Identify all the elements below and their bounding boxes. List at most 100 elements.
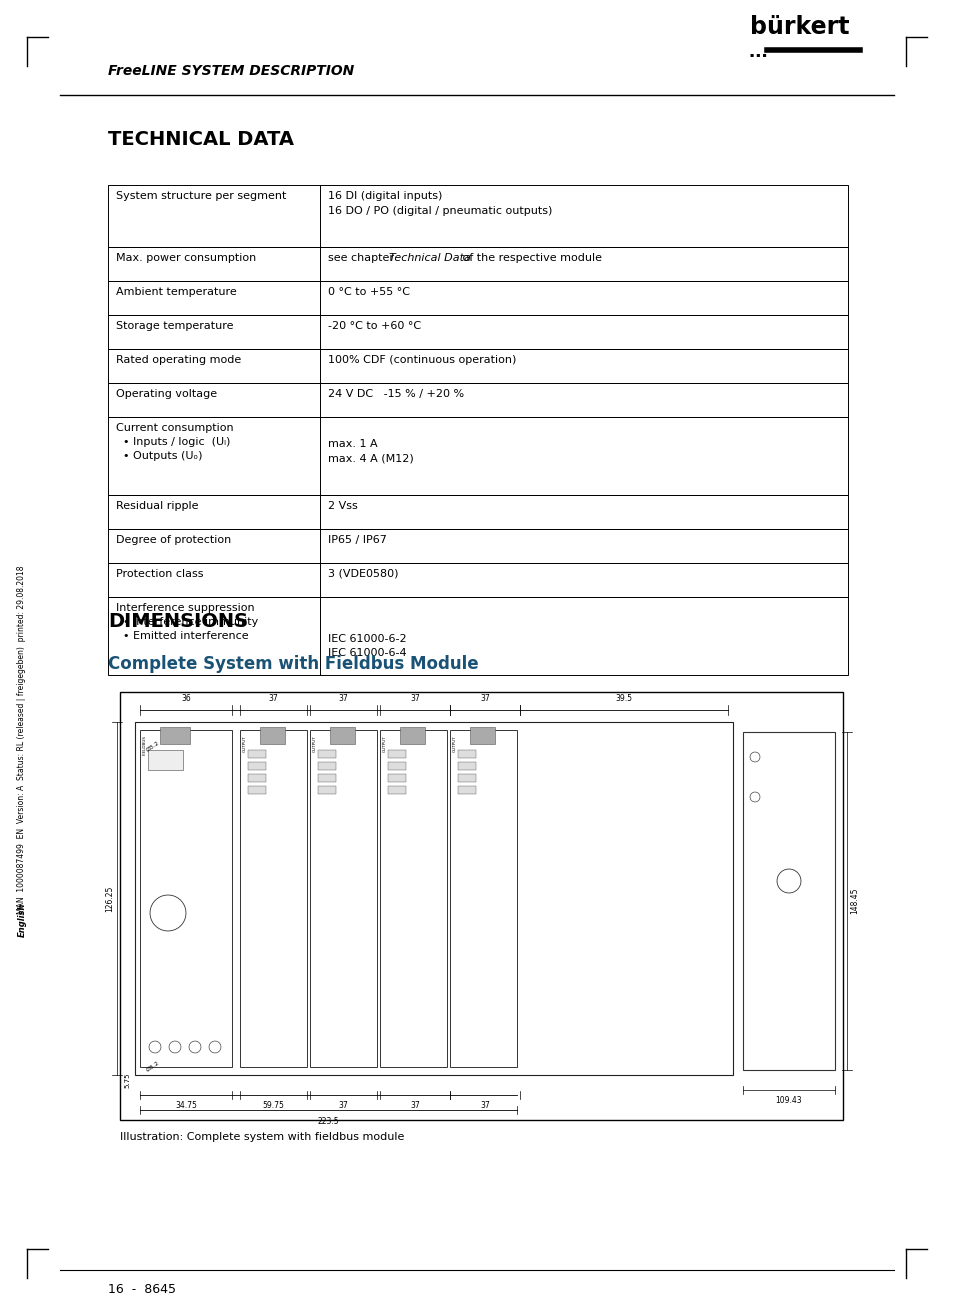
- Bar: [388, 761, 406, 771]
- Bar: [470, 727, 495, 744]
- Text: 0 °C to +55 °C: 0 °C to +55 °C: [328, 287, 410, 297]
- Bar: [317, 775, 335, 782]
- Text: Technical Data: Technical Data: [388, 252, 470, 263]
- Bar: [457, 750, 476, 757]
- Bar: [140, 730, 232, 1066]
- Bar: [317, 786, 335, 794]
- Bar: [742, 732, 834, 1070]
- Bar: [240, 730, 307, 1066]
- Text: Rated operating mode: Rated operating mode: [116, 355, 241, 366]
- Text: 100% CDF (continuous operation): 100% CDF (continuous operation): [328, 355, 516, 366]
- Bar: [135, 722, 732, 1074]
- Bar: [108, 597, 847, 675]
- Bar: [108, 529, 847, 563]
- Text: IP65 / IP67: IP65 / IP67: [328, 535, 387, 544]
- Bar: [148, 750, 183, 771]
- Text: MAN  1000087499  EN  Version: A  Status: RL (released | freigegeben)  printed: 2: MAN 1000087499 EN Version: A Status: RL …: [17, 565, 27, 914]
- Text: OUTPUT: OUTPUT: [382, 735, 387, 752]
- Bar: [388, 775, 406, 782]
- Text: 37: 37: [338, 1101, 348, 1110]
- Bar: [248, 761, 266, 771]
- Polygon shape: [150, 896, 186, 931]
- Bar: [120, 692, 842, 1120]
- Text: 37: 37: [269, 694, 278, 704]
- Text: Max. power consumption: Max. power consumption: [116, 252, 256, 263]
- Bar: [108, 247, 847, 281]
- Text: OUTPUT: OUTPUT: [243, 735, 247, 752]
- Text: 37: 37: [410, 694, 419, 704]
- Text: Residual ripple: Residual ripple: [116, 501, 198, 512]
- Text: 148.45: 148.45: [849, 888, 858, 914]
- Text: Ø3.2: Ø3.2: [145, 1060, 160, 1073]
- Text: OUTPUT: OUTPUT: [453, 735, 456, 752]
- Text: Ambient temperature: Ambient temperature: [116, 287, 236, 297]
- Bar: [108, 383, 847, 417]
- Bar: [457, 775, 476, 782]
- Text: DIMENSIONS: DIMENSIONS: [108, 611, 248, 631]
- Text: OUTPUT: OUTPUT: [313, 735, 316, 752]
- Text: 16  -  8645: 16 - 8645: [108, 1283, 175, 1297]
- Polygon shape: [189, 1041, 201, 1053]
- Text: IEC 61000-6-2: IEC 61000-6-2: [328, 634, 406, 643]
- Text: Operating voltage: Operating voltage: [116, 389, 217, 398]
- Polygon shape: [777, 869, 801, 893]
- Text: Illustration: Complete system with fieldbus module: Illustration: Complete system with field…: [120, 1132, 404, 1141]
- Text: 24 V DC   -15 % / +20 %: 24 V DC -15 % / +20 %: [328, 389, 464, 398]
- Bar: [330, 727, 355, 744]
- Text: 34.75: 34.75: [175, 1101, 196, 1110]
- Bar: [108, 281, 847, 316]
- Text: 37: 37: [479, 1101, 489, 1110]
- Text: 37: 37: [338, 694, 348, 704]
- Polygon shape: [209, 1041, 221, 1053]
- Text: 16 DI (digital inputs): 16 DI (digital inputs): [328, 191, 442, 201]
- Bar: [310, 730, 376, 1066]
- Polygon shape: [749, 792, 760, 802]
- Text: 3 (VDE0580): 3 (VDE0580): [328, 569, 398, 579]
- Bar: [108, 316, 847, 348]
- Bar: [108, 185, 847, 247]
- Text: Protection class: Protection class: [116, 569, 203, 579]
- Text: English: English: [17, 903, 27, 938]
- Bar: [160, 727, 190, 744]
- Bar: [457, 786, 476, 794]
- Text: max. 1 A: max. 1 A: [328, 439, 377, 448]
- Bar: [388, 750, 406, 757]
- Bar: [108, 417, 847, 494]
- Text: see chapter: see chapter: [328, 252, 397, 263]
- Text: 109.43: 109.43: [775, 1095, 801, 1105]
- Bar: [108, 563, 847, 597]
- Text: 36: 36: [181, 694, 191, 704]
- Text: 16 DO / PO (digital / pneumatic outputs): 16 DO / PO (digital / pneumatic outputs): [328, 205, 552, 216]
- Bar: [379, 730, 447, 1066]
- Bar: [108, 494, 847, 529]
- Text: Degree of protection: Degree of protection: [116, 535, 231, 544]
- Text: Current consumption
  • Inputs / logic  (Uₗ)
  • Outputs (Uₒ): Current consumption • Inputs / logic (Uₗ…: [116, 423, 233, 462]
- Bar: [457, 761, 476, 771]
- Polygon shape: [169, 1041, 181, 1053]
- Text: 37: 37: [410, 1101, 419, 1110]
- Text: TECHNICAL DATA: TECHNICAL DATA: [108, 130, 294, 149]
- Bar: [248, 775, 266, 782]
- Polygon shape: [149, 1041, 161, 1053]
- Text: 37: 37: [479, 694, 489, 704]
- Bar: [450, 730, 517, 1066]
- Bar: [317, 761, 335, 771]
- Text: max. 4 A (M12): max. 4 A (M12): [328, 454, 414, 463]
- Text: 2 Vss: 2 Vss: [328, 501, 357, 512]
- Text: ▪ ▪ ▪: ▪ ▪ ▪: [749, 53, 766, 58]
- Text: Complete System with Fieldbus Module: Complete System with Fieldbus Module: [108, 655, 478, 673]
- Text: Interference suppression
  • Interference immunity
  • Emitted interference: Interference suppression • Interference …: [116, 604, 258, 640]
- Bar: [248, 786, 266, 794]
- Text: FIELDBUS: FIELDBUS: [143, 735, 147, 755]
- Text: FreeLINE SYSTEM DESCRIPTION: FreeLINE SYSTEM DESCRIPTION: [108, 64, 354, 78]
- Text: of the respective module: of the respective module: [459, 252, 602, 263]
- Text: -20 °C to +60 °C: -20 °C to +60 °C: [328, 321, 420, 331]
- Text: bürkert: bürkert: [749, 16, 848, 39]
- Text: Ø3.2: Ø3.2: [145, 740, 160, 752]
- Bar: [399, 727, 424, 744]
- Text: System structure per segment: System structure per segment: [116, 191, 286, 201]
- Text: 126.25: 126.25: [105, 885, 113, 911]
- Text: Storage temperature: Storage temperature: [116, 321, 233, 331]
- Text: 223.5: 223.5: [317, 1116, 339, 1126]
- Polygon shape: [749, 752, 760, 761]
